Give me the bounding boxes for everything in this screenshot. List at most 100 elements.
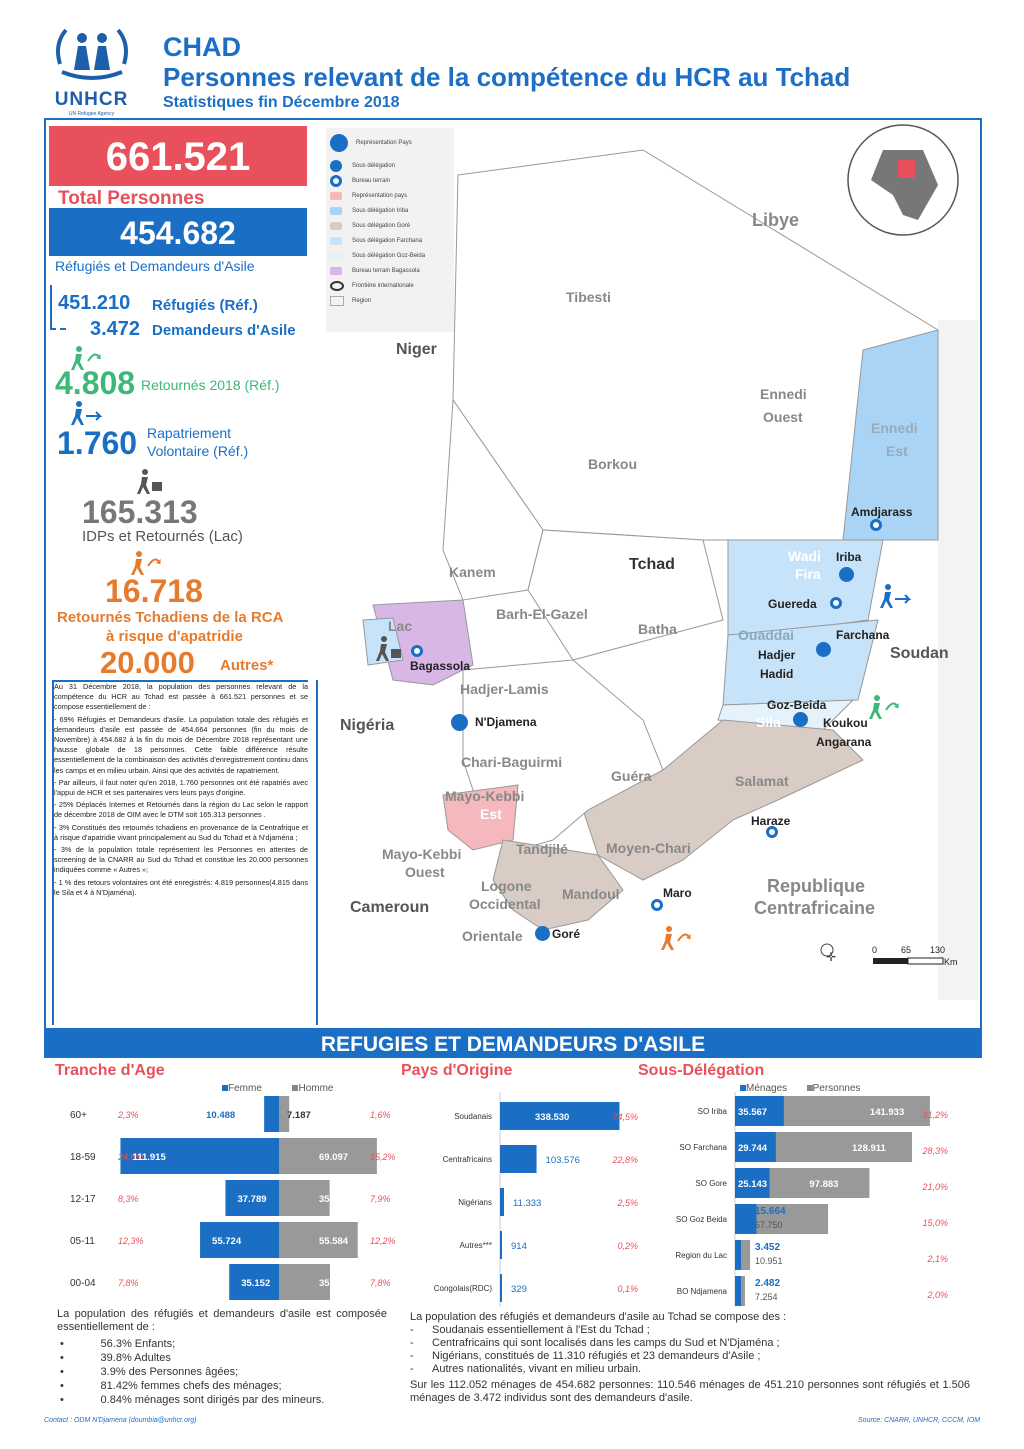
map-region-label: Moyen-Chari [606,840,691,856]
male-value: 35.995 [319,1278,349,1289]
subdel-label: SO Farchana [679,1143,727,1152]
map-region-label: Orientale [462,928,523,944]
origin-label: Congolais(RDC) [434,1284,493,1293]
female-value: 37.789 [237,1194,266,1205]
legend-swatch [330,221,342,230]
repat-label-2: Volontaire (Réf.) [147,443,249,459]
bullet-text: 0.84% ménages sont dirigés par des mineu… [100,1394,325,1406]
scale-label: Km [944,957,958,967]
rca-label-2: à risque d'apatridie [106,628,243,645]
origin-value: 11.333 [513,1198,541,1209]
subdel-label: Region du Lac [675,1251,727,1260]
origin-bullets: - Soudanais essentiellement à l'Est du T… [410,1324,970,1376]
field-office-icon [330,174,342,187]
map-country-label: Soudan [890,645,949,662]
legend-swatch [330,251,342,260]
male-pct: 15,2% [370,1152,396,1162]
persons-value: 10.951 [755,1256,783,1266]
summary-paragraph: Au 31 Décembre 2018, la population des p… [54,682,308,712]
legend-label: Représentation Pays [356,140,412,146]
map-region-label: Sila [756,714,781,730]
map-region-label: Mandoul [562,886,620,902]
bullet-text: Autres nationalités, vivant en milieu ur… [432,1363,642,1375]
border-icon [330,280,344,291]
office-label: Iriba [836,550,862,564]
office-label: Goz-Beida [767,698,827,712]
households-value: 29.744 [738,1143,768,1154]
female-value: 10.488 [206,1110,235,1121]
total-value: 661.521 [49,126,307,186]
legend-label: Représentation pays [352,192,408,199]
origin-bar [500,1274,502,1302]
bullet-text: 3.9% des Personnes âgées; [100,1366,239,1378]
bullet-item: - Soudanais essentiellement à l'Est du T… [410,1324,650,1336]
subdel-pct: 31,2% [922,1110,948,1120]
office-label: Guereda [768,597,817,611]
origin-pct: 2,5% [616,1198,638,1208]
origin-pct: 0,2% [617,1241,638,1251]
age-legend: Femme Homme [222,1083,333,1094]
legend-label: Region [352,297,372,304]
origin-value: 338.530 [535,1112,569,1123]
page-title: Personnes relevant de la compétence du H… [163,62,851,92]
office-label: Maro [663,886,692,900]
repat-value: 1.760 [57,425,138,461]
male-value: 35.751 [319,1194,349,1205]
origin-label: Soudanais [454,1112,492,1121]
idp-label: IDPs et Retournés (Lac) [82,528,243,545]
summary-paragraph: - Par ailleurs, il faut noter qu'en 2018… [54,777,308,798]
total-label: Total Personnes [58,188,205,209]
subdelegation-icon [816,642,831,657]
bullet-text: Centrafricains qui sont localisés dans l… [432,1337,780,1349]
map-region-label: Est [886,443,908,459]
bullet-text: Soudanais essentiellement à l'Est du Tch… [432,1324,650,1336]
map-region-label: Ennedi [760,386,807,402]
map-region-label: Kanem [449,564,496,580]
origin-pct: 22,8% [611,1155,638,1165]
repatriation-icon [879,583,913,614]
subdel-label: BO Ndjamena [677,1287,728,1296]
origin-label: Autres*** [460,1241,492,1250]
office-label: Koukou [823,716,868,730]
persons-value: 97.883 [809,1179,838,1190]
compass-icon: ✛ [826,950,837,964]
bullet-text: 81.42% femmes chefs des ménages; [100,1380,282,1392]
asylum-value: 3.472 [90,318,141,340]
office-label: Hadid [760,667,794,681]
subdel-label: SO Iriba [698,1107,728,1116]
summary-paragraph: - 25% Déplacés Internes et Retournés dan… [54,800,308,820]
chad-map [323,120,978,1000]
office-label: Goré [552,927,581,941]
map-region-label: Guéra [611,768,652,784]
female-pct: 12,3% [118,1236,144,1246]
female-bar [120,1138,279,1174]
age-pyramid: 60+ 2,3% 10.488 7.187 1,6% 18-59 24,6%111.915 6… [70,1096,396,1300]
map-region-label: Batha [638,621,677,637]
origin-bar [500,1188,504,1216]
age-chart-title: Tranche d'Age [55,1062,165,1079]
origin-value: 914 [511,1241,527,1252]
returnee-icon [868,694,902,725]
returned-value: 4.808 [55,365,136,401]
age-bullets: • 56.3% Enfants; • 39.8% Adultes • 3.9% … [60,1337,380,1407]
bullet-text: 56.3% Enfants; [100,1338,176,1350]
legend-swatch [330,266,342,275]
office-label: Angarana [816,735,872,749]
age-label: 12-17 [70,1194,96,1205]
households-bar [735,1204,757,1234]
households-bar [735,1240,741,1270]
refugees-label: Réfugiés et Demandeurs d'Asile [55,258,255,274]
male-bar [279,1138,377,1174]
refugees-value: 454.682 [49,208,307,256]
returned-label: Retournés 2018 (Réf.) [141,377,280,393]
female-bar [200,1222,279,1258]
male-pct: 1,6% [370,1110,391,1120]
map-region-label: Mayo-Kebbi [445,788,525,804]
map-region-label: Barh-El-Gazel [496,606,588,622]
returnee-icon [70,345,104,376]
male-bar [279,1180,330,1216]
rca-label-1: Retournés Tchadiens de la RCA [57,609,284,626]
households-bar [735,1276,741,1306]
field-office-icon [830,597,842,609]
summary-paragraph: - 3% Constitués des retournés tchadiens … [54,822,308,842]
